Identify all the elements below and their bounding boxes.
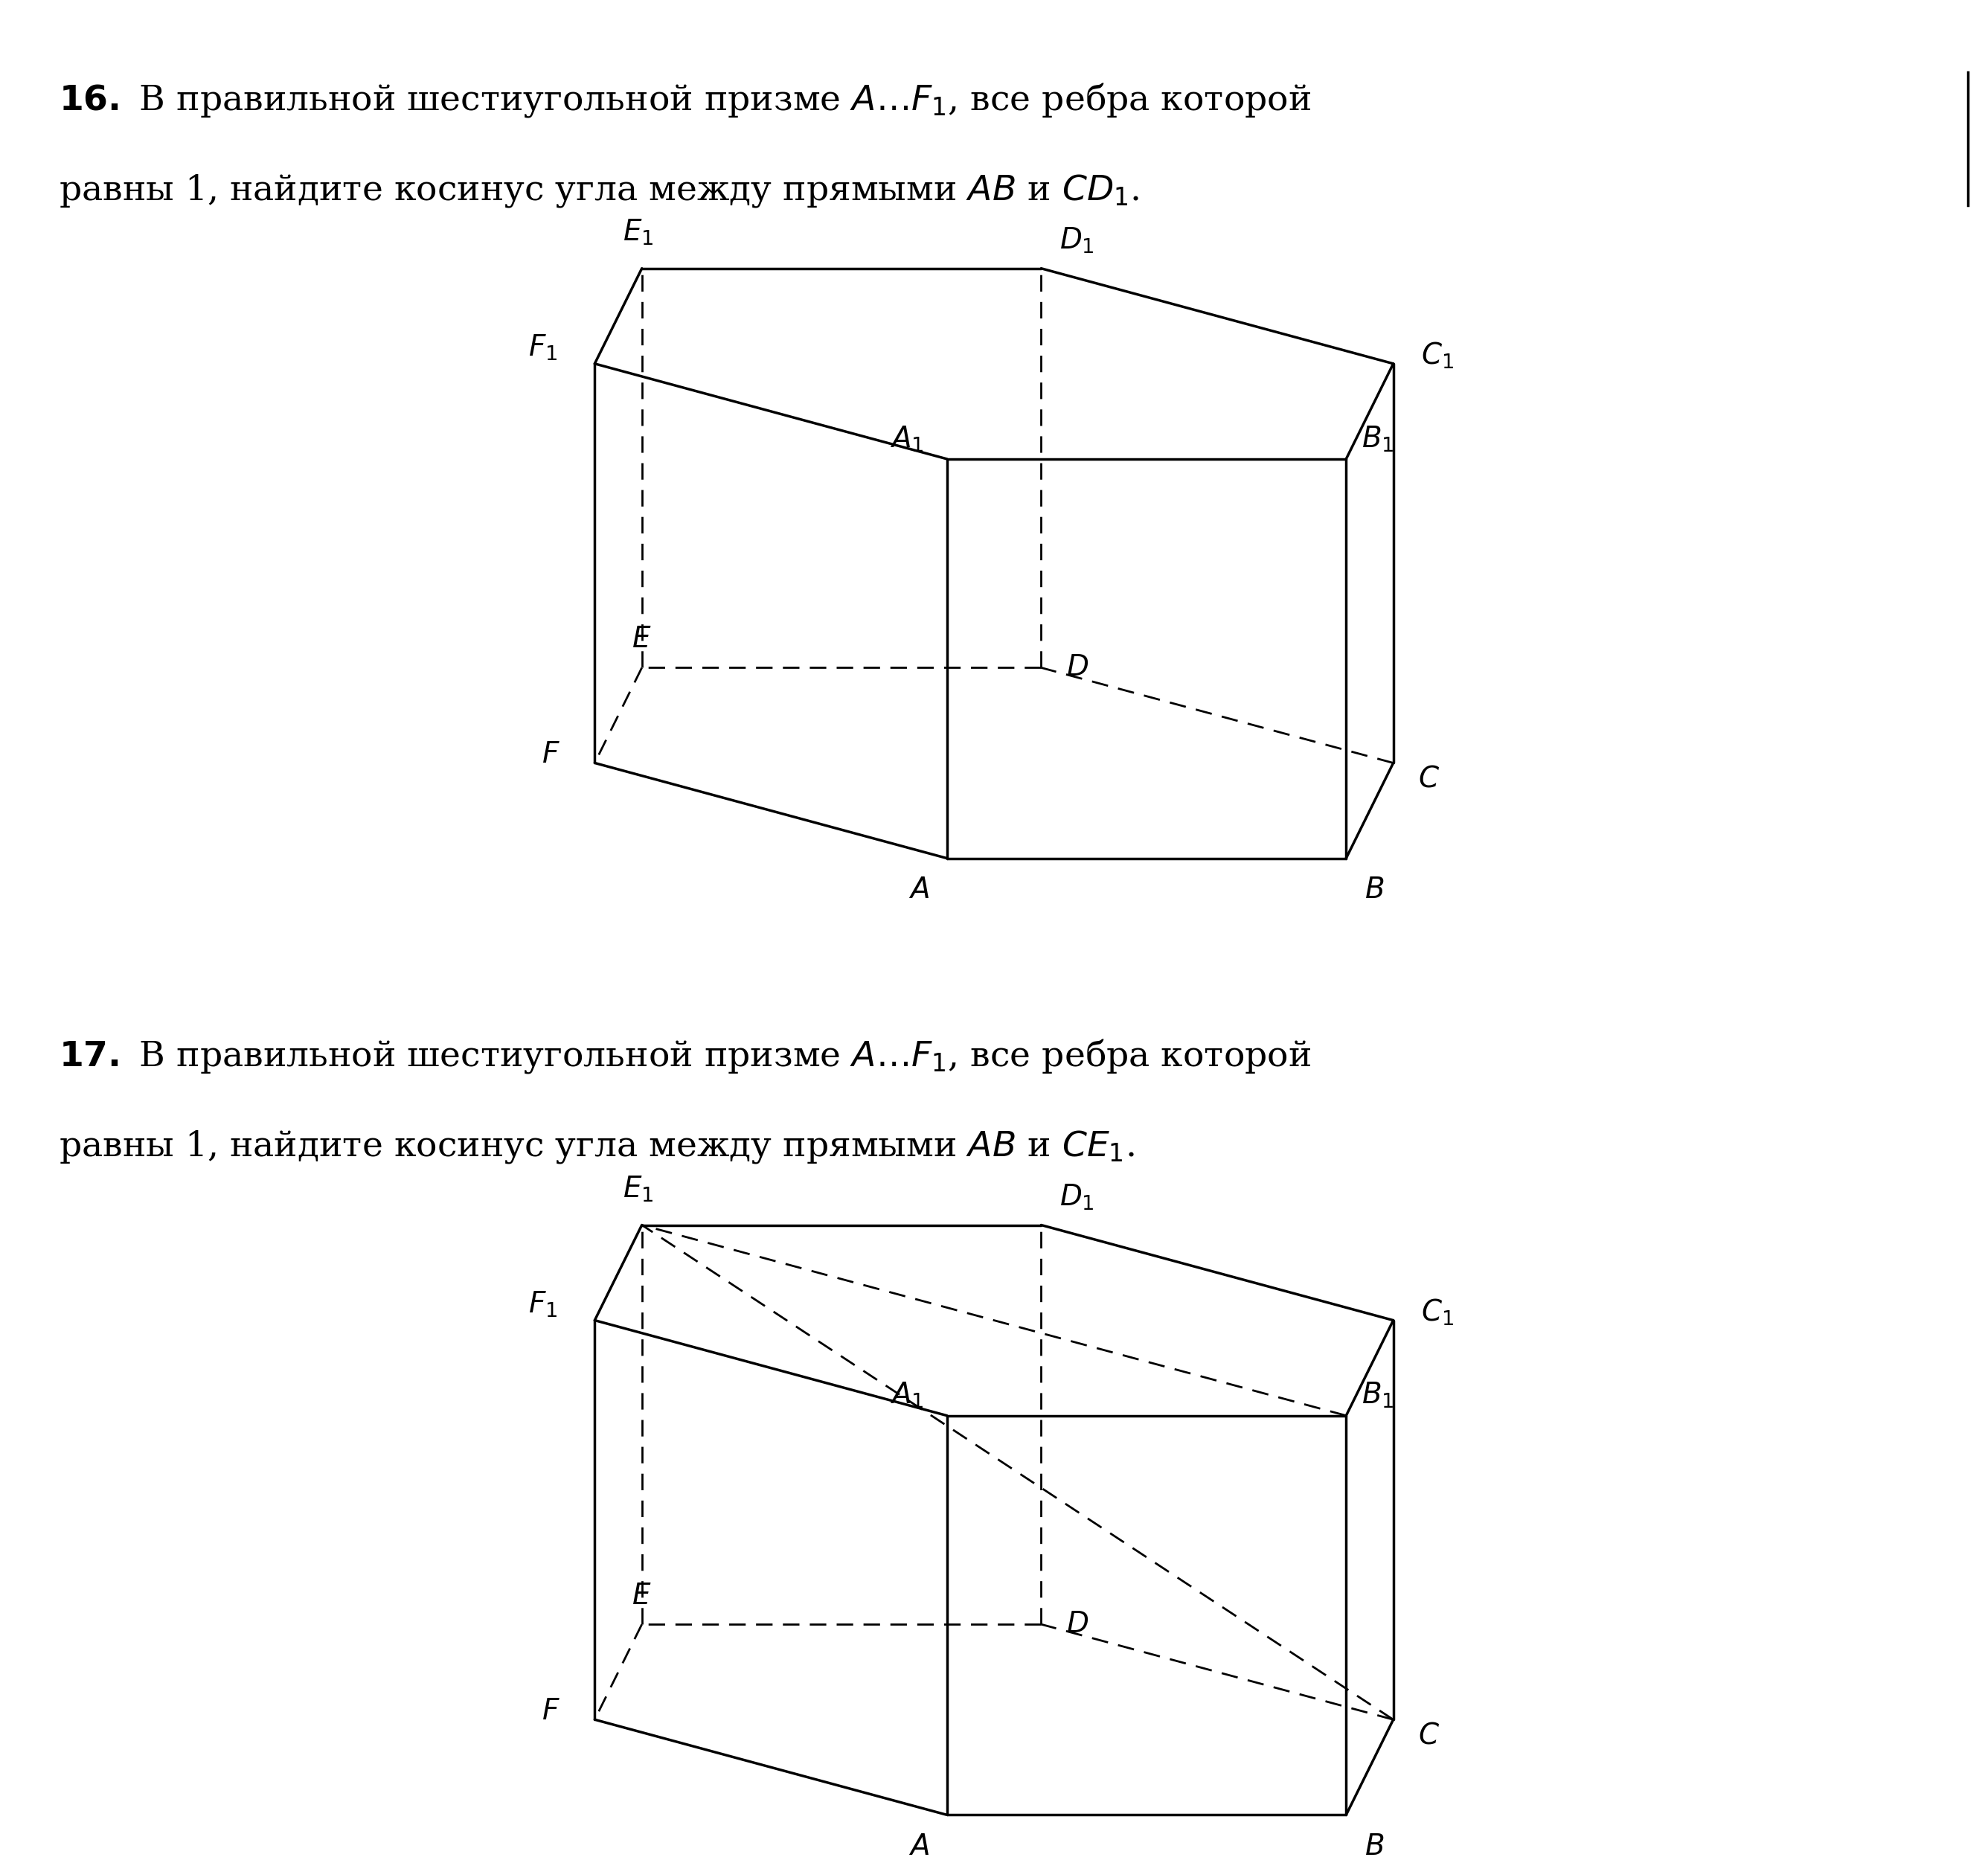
Text: равны 1, найдите косинус угла между прямыми $AB$ и $CE_1$.: равны 1, найдите косинус угла между прям… — [60, 1129, 1135, 1166]
Text: $\mathbf{16.}$ В правильной шестиугольной призме $A\ldots F_1$, все ребра которо: $\mathbf{16.}$ В правильной шестиугольно… — [60, 80, 1312, 119]
Text: равны 1, найдите косинус угла между прямыми $AB$ и $CD_1$.: равны 1, найдите косинус угла между прям… — [60, 173, 1139, 209]
Text: $\mathbf{17.}$ В правильной шестиугольной призме $A\ldots F_1$, все ребра которо: $\mathbf{17.}$ В правильной шестиугольно… — [60, 1038, 1312, 1075]
